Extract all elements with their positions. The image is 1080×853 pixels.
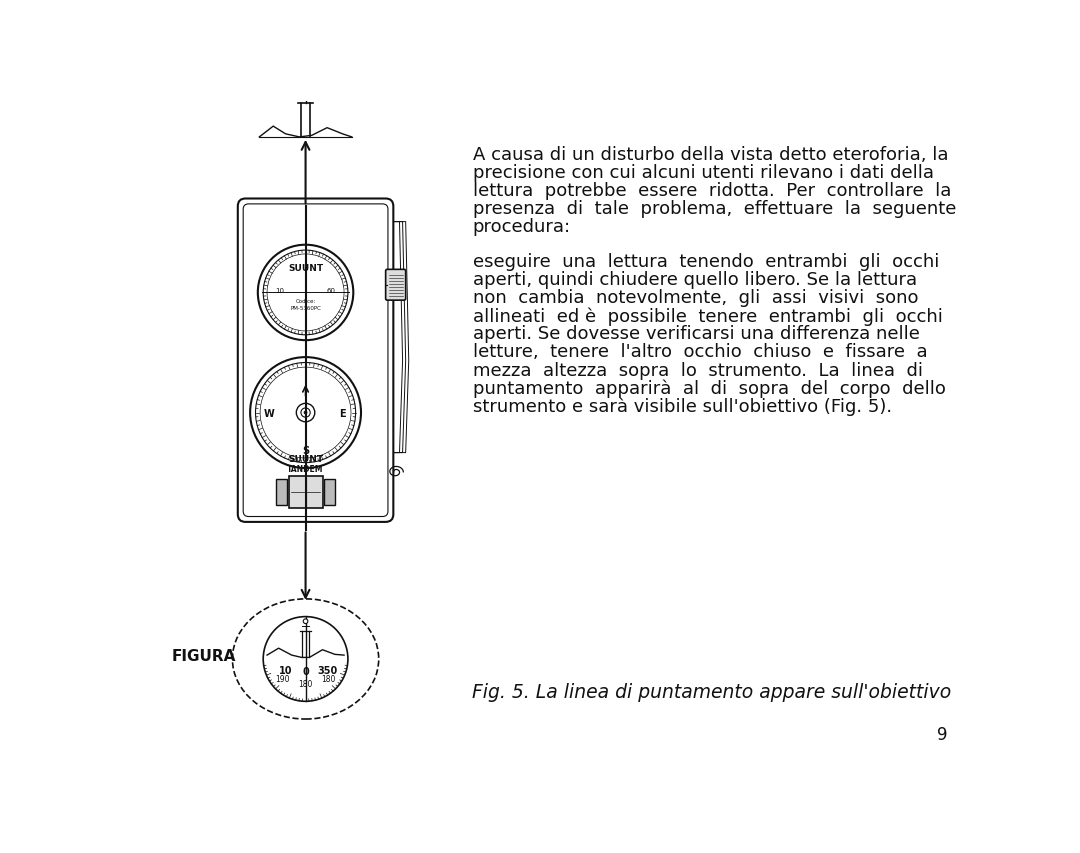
Circle shape bbox=[301, 409, 310, 418]
Text: 180: 180 bbox=[298, 679, 313, 688]
Text: FIGURA: FIGURA bbox=[172, 647, 237, 663]
Text: eseguire  una  lettura  tenendo  entrambi  gli  occhi: eseguire una lettura tenendo entrambi gl… bbox=[473, 252, 939, 270]
Text: SUUNT: SUUNT bbox=[288, 264, 323, 273]
Text: 180: 180 bbox=[322, 674, 336, 683]
Circle shape bbox=[302, 88, 309, 94]
Text: letture,  tenere  l'altro  occhio  chiuso  e  fissare  a: letture, tenere l'altro occhio chiuso e … bbox=[473, 343, 928, 361]
Text: allineati  ed è  possibile  tenere  entrambi  gli  occhi: allineati ed è possibile tenere entrambi… bbox=[473, 307, 943, 325]
Text: 0: 0 bbox=[303, 666, 310, 676]
Text: 60: 60 bbox=[326, 287, 336, 293]
Text: mezza  altezza  sopra  lo  strumento.  La  linea  di: mezza altezza sopra lo strumento. La lin… bbox=[473, 361, 922, 379]
Text: A causa di un disturbo della vista detto eteroforia, la: A causa di un disturbo della vista detto… bbox=[473, 145, 948, 164]
Text: non  cambia  notevolmente,  gli  assi  visivi  sono: non cambia notevolmente, gli assi visivi… bbox=[473, 289, 918, 307]
Text: aperti, quindi chiudere quello libero. Se la lettura: aperti, quindi chiudere quello libero. S… bbox=[473, 270, 917, 289]
Text: lettura  potrebbe  essere  ridotta.  Per  controllare  la: lettura potrebbe essere ridotta. Per con… bbox=[473, 182, 951, 200]
Text: SUUNT: SUUNT bbox=[288, 455, 323, 464]
FancyBboxPatch shape bbox=[386, 270, 406, 301]
Text: 10: 10 bbox=[275, 287, 285, 293]
Text: puntamento  apparirà  al  di  sopra  del  corpo  dello: puntamento apparirà al di sopra del corp… bbox=[473, 380, 945, 397]
Text: 10: 10 bbox=[279, 665, 293, 675]
Bar bbox=[288, 476, 323, 508]
Text: Fig. 5. La linea di puntamento appare sull'obiettivo: Fig. 5. La linea di puntamento appare su… bbox=[472, 682, 951, 701]
Circle shape bbox=[303, 619, 308, 624]
Text: E: E bbox=[339, 408, 346, 418]
Circle shape bbox=[296, 403, 314, 422]
Bar bbox=[276, 479, 287, 505]
Text: W: W bbox=[264, 408, 274, 418]
Text: 9: 9 bbox=[937, 726, 947, 744]
Text: S: S bbox=[302, 445, 309, 455]
Circle shape bbox=[258, 246, 353, 341]
Circle shape bbox=[264, 617, 348, 701]
Bar bbox=[324, 479, 335, 505]
Text: strumento e sarà visibile sull'obiettivo (Fig. 5).: strumento e sarà visibile sull'obiettivo… bbox=[473, 397, 892, 415]
Text: presenza  di  tale  problema,  effettuare  la  seguente: presenza di tale problema, effettuare la… bbox=[473, 200, 956, 218]
Circle shape bbox=[251, 357, 361, 468]
Text: aperti. Se dovesse verificarsi una differenza nelle: aperti. Se dovesse verificarsi una diffe… bbox=[473, 325, 919, 343]
Text: Codice:
PM-5360PC: Codice: PM-5360PC bbox=[291, 299, 321, 310]
FancyBboxPatch shape bbox=[238, 200, 393, 522]
Text: procedura:: procedura: bbox=[473, 218, 570, 235]
Text: TANDEM: TANDEM bbox=[287, 464, 324, 473]
Text: 190: 190 bbox=[275, 674, 289, 683]
Circle shape bbox=[305, 411, 307, 415]
Text: 350: 350 bbox=[318, 665, 337, 675]
Text: precisione con cui alcuni utenti rilevano i dati della: precisione con cui alcuni utenti rilevan… bbox=[473, 164, 933, 182]
